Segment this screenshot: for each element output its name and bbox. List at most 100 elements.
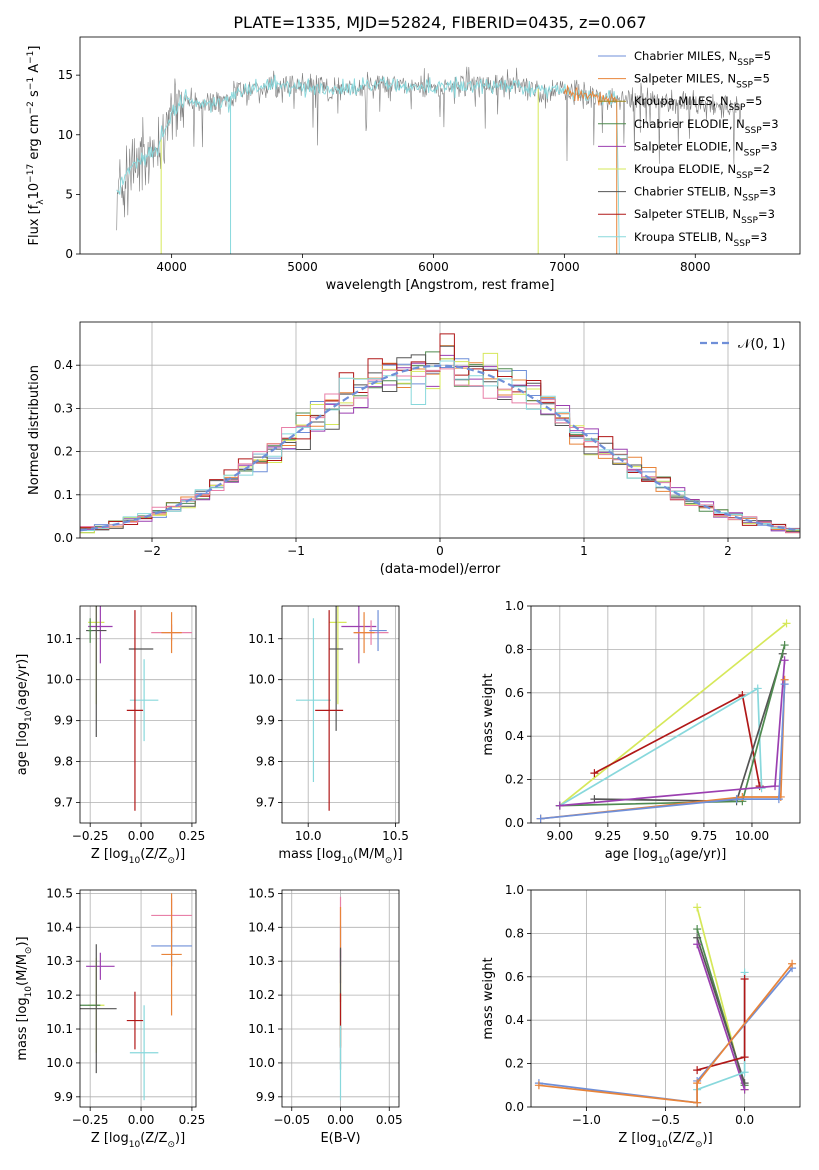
- mass_vs_ebv-ytick-label-1: 10.0: [248, 1056, 275, 1070]
- age_vs_mass-point-0: [329, 606, 347, 705]
- mass_vs_ebv-xlabel: E(B-V): [320, 1131, 360, 1146]
- weight_vs_Z-plot-area: [534, 903, 797, 1107]
- weight_vs_Z-ytick-label-3: 0.6: [505, 970, 524, 984]
- age_vs_Z-plot-area: [86, 606, 192, 811]
- age_vs_mass-ytick-label-2: 9.9: [256, 714, 275, 728]
- weight_vs_Z-series-3: [696, 944, 746, 1090]
- spectrum-xtick-label-2: 6000: [418, 260, 449, 274]
- spectrum-legend-label-1: Salpeter MILES, NSSP=5: [634, 72, 770, 91]
- spectrum-ytick-label-2: 10: [58, 128, 73, 142]
- spectrum-xtick-label-0: 4000: [156, 260, 187, 274]
- weight_vs_age-series-7: [540, 684, 786, 820]
- mass_vs_ebv-xtick-label-0: −0.05: [273, 1113, 310, 1127]
- mass_vs_Z-xtick-label-0: −0.25: [72, 1113, 109, 1127]
- age_vs_mass-plot-area: [295, 606, 389, 811]
- figure-title: PLATE=1335, MJD=52824, FIBERID=0435, z=0…: [233, 13, 646, 32]
- residuals-xtick-label-3: 1: [580, 544, 588, 558]
- mass_vs_ebv-xtick-label-1: 0.00: [327, 1113, 354, 1127]
- mass_vs_Z-axes: −0.25 0.00 0.25 9.9 10.0 10.1 10.2 10.3 10.4 10.5…: [15, 886, 205, 1150]
- residuals-xtick-label-0: −2: [143, 544, 161, 558]
- weight_vs_age-ytick-label-5: 1.0: [505, 599, 524, 613]
- weight_vs_Z-marker-3-1: [740, 1085, 749, 1094]
- mass_vs_Z-ytick-label-1: 10.0: [46, 1056, 73, 1070]
- weight_vs_age-series-0: [559, 622, 788, 807]
- residuals-xtick-label-4: 2: [724, 544, 732, 558]
- mass_vs_Z-xtick-label-2: 0.25: [179, 1113, 206, 1127]
- weight_vs_age-marker-2-1: [753, 684, 762, 693]
- weight_vs_age-plot-area: [536, 619, 791, 823]
- spectrum-legend: Chabrier MILES, NSSP=5 Salpeter MILES, NS…: [598, 49, 779, 249]
- mass_vs_ebv-ytick-label-3: 10.2: [248, 988, 275, 1002]
- spectrum-xtick-label-3: 7000: [549, 260, 580, 274]
- mass_vs_ebv-xtick-label-2: 0.05: [376, 1113, 403, 1127]
- age_vs_Z-ytick-label-1: 9.8: [54, 755, 73, 769]
- weight_vs_age-marker-5-1: [771, 782, 780, 791]
- age_vs_mass-frame: [281, 605, 400, 824]
- weight_vs_age-ylabel: mass weight: [481, 673, 496, 755]
- weight_vs_age-marker-5-2: [780, 656, 789, 665]
- weight_vs_Z-marker-7-3: [788, 959, 797, 968]
- age_vs_Z-xtick-label-1: 0.00: [128, 829, 155, 843]
- age_vs_mass-axes: 10.0 10.5 9.7 9.8 9.9 10.0 10.1 mass [log10(M/M…: [248, 605, 409, 866]
- mass_vs_Z-frame: [79, 889, 197, 1108]
- spectrum-legend-label-2: Kroupa MILES, NSSP=5: [634, 94, 762, 113]
- weight_vs_age-axes: 9.00 9.25 9.50 9.75 10.00 0.0 0.2 0.4 0.6 0.8 1.0 a…: [481, 599, 801, 866]
- spectrum-legend-label-5: Kroupa ELODIE, NSSP=2: [634, 162, 770, 181]
- age_vs_mass-xtick-label-1: 10.5: [382, 829, 409, 843]
- mass_vs_ebv-ytick-label-5: 10.4: [248, 920, 275, 934]
- age_vs_mass-point-5: [369, 610, 387, 652]
- residuals-hist-8: [80, 368, 800, 538]
- weight_vs_age-xtick-label-4: 10.00: [735, 829, 769, 843]
- weight_vs_Z-marker-5-1: [740, 1053, 749, 1062]
- weight_vs_age-xtick-label-2: 9.50: [643, 829, 670, 843]
- weight_vs_Z-marker-7-1: [693, 1098, 702, 1107]
- residuals-ytick-label-1: 0.1: [54, 488, 73, 502]
- mass_vs_Z-xtick-label-1: 0.00: [128, 1113, 155, 1127]
- spectrum-ytick-label-3: 15: [58, 68, 73, 82]
- spectrum-legend-label-7: Salpeter STELIB, NSSP=3: [634, 207, 775, 226]
- mass_vs_Z-ytick-label-0: 9.9: [54, 1090, 73, 1104]
- spectrum-xlabel: wavelength [Angstrom, rest frame]: [326, 278, 555, 293]
- age_vs_Z-xlabel: Z [log10(Z/Z⊙)]: [91, 847, 185, 866]
- weight_vs_age-marker-7-0: [536, 814, 545, 823]
- weight_vs_age-marker-1-0: [590, 769, 599, 778]
- age_vs_Z-ytick-label-2: 9.9: [54, 714, 73, 728]
- age_vs_Z-point-6: [161, 612, 182, 654]
- weight_vs_Z-marker-5-2: [693, 1066, 702, 1075]
- mass_vs_Z-point-7: [126, 991, 144, 1050]
- weight_vs_Z-ytick-label-4: 0.8: [505, 926, 524, 940]
- weight_vs_Z-marker-0-0: [693, 903, 702, 912]
- weight_vs_age-marker-7-3: [780, 680, 789, 689]
- weight_vs_age-series-3: [594, 653, 784, 803]
- spectrum-legend-label-3: Chabrier ELODIE, NSSP=3: [634, 117, 779, 136]
- weight_vs_Z-xtick-label-0: −1.0: [572, 1113, 601, 1127]
- age_vs_mass-point-7: [315, 610, 344, 811]
- mass_vs_Z-ytick-label-2: 10.1: [46, 1022, 73, 1036]
- residuals-hist-7: [80, 360, 800, 538]
- age_vs_Z-ytick-label-0: 9.7: [54, 796, 73, 810]
- age_vs_mass-xtick-label-0: 10.0: [295, 829, 322, 843]
- spectrum-ytick-label-0: 0: [65, 247, 73, 261]
- weight_vs_age-series-2: [559, 687, 763, 807]
- age_vs_mass-ytick-label-4: 10.1: [248, 632, 275, 646]
- age_vs_Z-point-9: [88, 618, 93, 643]
- residuals-ytick-label-4: 0.4: [54, 358, 73, 372]
- weight_vs_age-ytick-label-4: 0.8: [505, 642, 524, 656]
- age_vs_Z-frame: [79, 605, 197, 824]
- mass_vs_ebv-axes: −0.05 0.00 0.05 9.9 10.0 10.1 10.2 10.3 10.4 10.5…: [248, 886, 402, 1146]
- spectrum-ytick-label-1: 5: [65, 187, 73, 201]
- age_vs_Z-ytick-label-4: 10.1: [46, 632, 73, 646]
- weight_vs_Z-xtick-label-1: −0.5: [651, 1113, 680, 1127]
- weight_vs_Z-marker-1-0: [693, 925, 702, 934]
- residuals-ytick-label-0: 0.0: [54, 531, 73, 545]
- weight_vs_age-series-1: [594, 693, 761, 787]
- age_vs_Z-xtick-label-2: 0.25: [179, 829, 206, 843]
- weight_vs_age-marker-7-2: [774, 795, 783, 804]
- weight_vs_Z-ytick-label-5: 1.0: [505, 883, 524, 897]
- residuals-plot-area: [80, 333, 800, 538]
- residuals-ytick-label-2: 0.2: [54, 445, 73, 459]
- weight_vs_age-ytick-label-0: 0.0: [505, 816, 524, 830]
- residuals-legend-label: 𝒩(0, 1): [738, 337, 785, 352]
